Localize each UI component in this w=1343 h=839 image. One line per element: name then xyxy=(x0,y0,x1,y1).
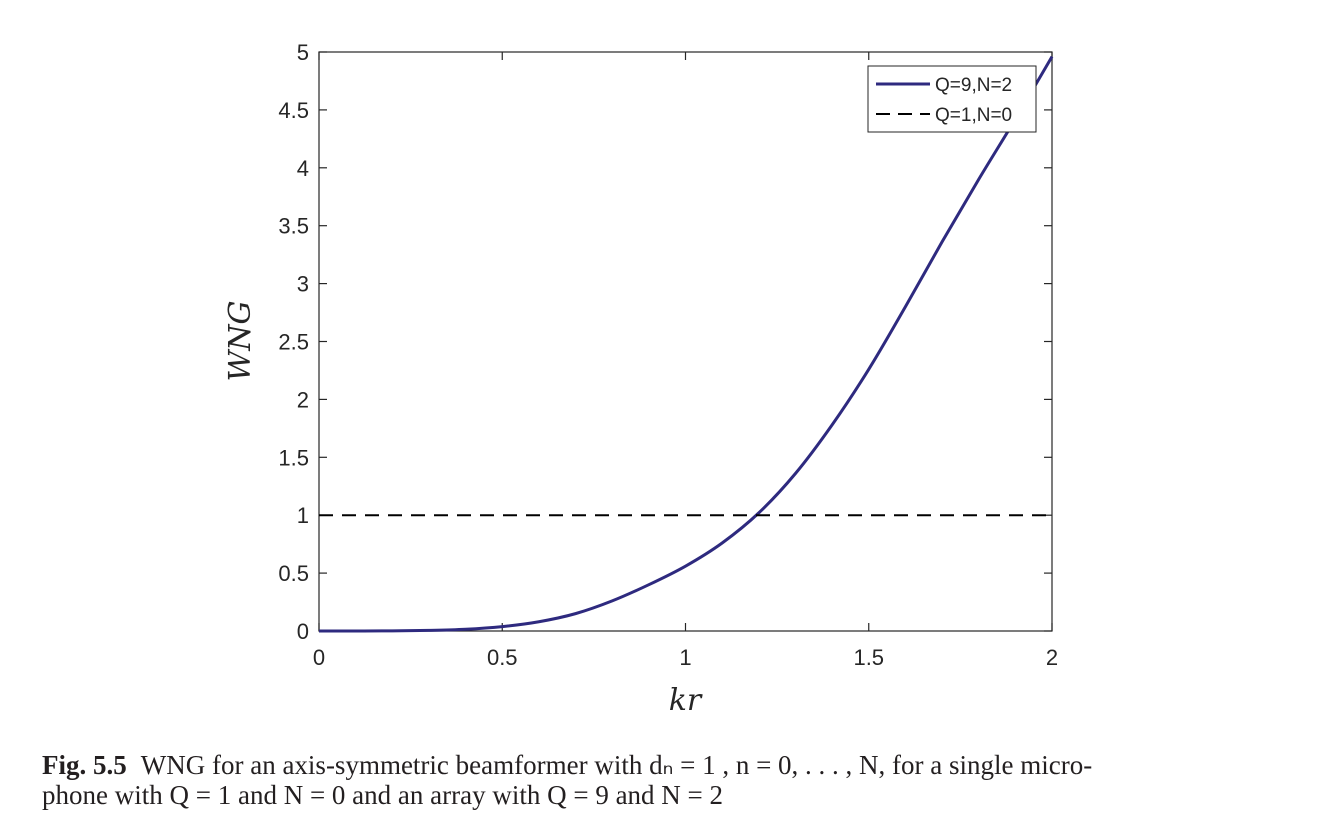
figure-caption: Fig. 5.5 WNG for an axis-symmetric beamfo… xyxy=(42,750,1322,810)
y-tick-label: 0.5 xyxy=(278,561,309,586)
legend-box xyxy=(867,65,1037,133)
caption-line-2: phone with Q = 1 and N = 0 and an array … xyxy=(42,780,724,810)
y-tick-labels: 0 0.5 1 1.5 2 2.5 3 3.5 4 4.5 5 xyxy=(278,40,309,644)
y-tick-label: 0 xyxy=(297,619,309,644)
y-tick-label: 1 xyxy=(297,503,309,528)
x-tick-label: 1.5 xyxy=(853,645,884,670)
series-line-q-9-n-2 xyxy=(318,55,1054,633)
series-layer xyxy=(318,55,1054,633)
y-tick-label: 3.5 xyxy=(278,214,309,239)
figure-number: Fig. 5.5 xyxy=(42,750,127,780)
x-tick-label: 1 xyxy=(679,645,691,670)
caption-text-1: WNG for an axis-symmetric beamformer wit… xyxy=(140,750,1093,780)
x-tick-label: 0.5 xyxy=(487,645,518,670)
y-tick-label: 5 xyxy=(297,40,309,65)
caption-line-1: Fig. 5.5 WNG for an axis-symmetric beamfo… xyxy=(42,750,1322,780)
legend: Q=9,N=2 Q=1,N=0 xyxy=(867,65,1037,133)
y-tick-label: 4.5 xyxy=(278,98,309,123)
y-tick-label: 2.5 xyxy=(278,330,309,355)
plot-area xyxy=(318,51,1053,632)
y-tick-label: 2 xyxy=(297,387,309,412)
y-tick-label: 4 xyxy=(297,156,309,181)
x-tick-labels: 0 0.5 1 1.5 2 xyxy=(313,645,1058,670)
x-axis-title: kr xyxy=(669,683,703,718)
x-tick-label: 0 xyxy=(313,645,325,670)
legend-label-q1n0: Q=1,N=0 xyxy=(935,105,1012,126)
y-axis-title: WNG xyxy=(223,300,258,381)
y-tick-label: 1.5 xyxy=(278,445,309,470)
wng-chart: 0 0.5 1 1.5 2 0 0.5 1 1.5 2 2.5 3 3.5 4 4.5 5 kr WNG Q… xyxy=(223,40,1058,718)
x-tick-label: 2 xyxy=(1046,645,1058,670)
legend-label-q9n2: Q=9,N=2 xyxy=(935,75,1012,96)
y-tick-label: 3 xyxy=(297,272,309,297)
axis-ticks xyxy=(318,51,1053,632)
